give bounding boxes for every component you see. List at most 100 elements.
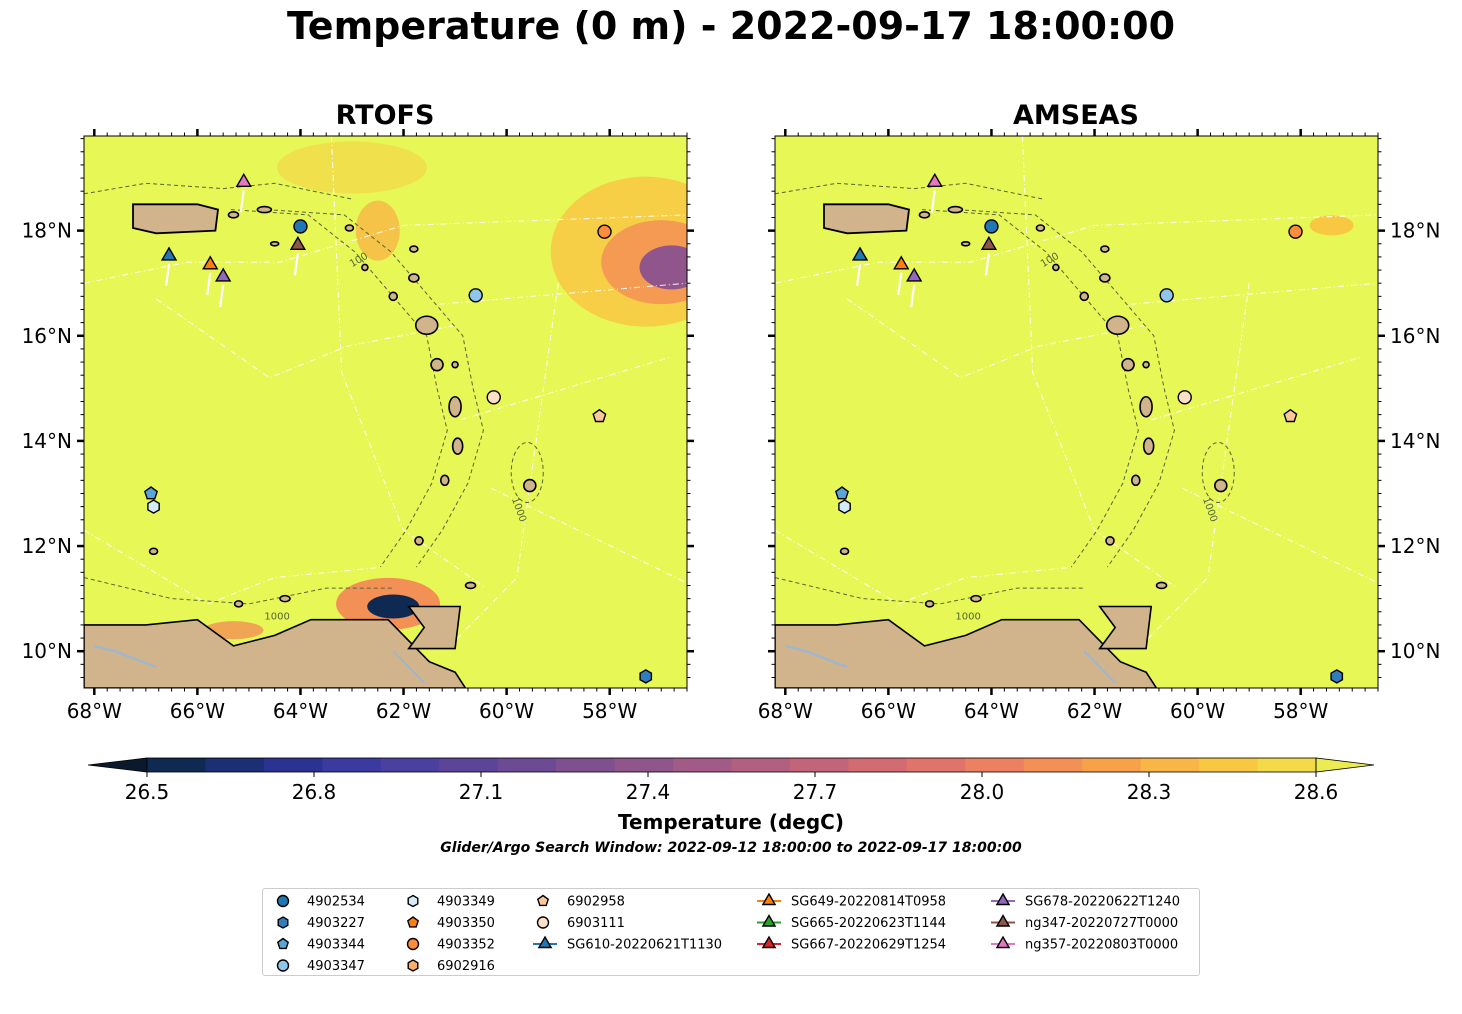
eez-boundary [846, 298, 1147, 379]
island [1099, 273, 1111, 283]
argo-float-6903111 [1177, 390, 1192, 405]
island [1142, 437, 1155, 455]
warm-anomaly-core [639, 245, 687, 290]
land-puerto-rico [132, 203, 219, 235]
island [970, 594, 982, 603]
island [439, 474, 450, 487]
colorbar-tick-label: 27.1 [459, 780, 504, 804]
glider-ng347-20220727T0000 [289, 235, 307, 251]
island [344, 224, 355, 232]
eez-boundary [1181, 487, 1378, 584]
colorbar-tick-label: 26.5 [125, 780, 170, 804]
island [408, 273, 420, 283]
colorbar-segment [205, 758, 265, 772]
island [1105, 535, 1115, 546]
y-tick-label: 12°N [22, 534, 72, 558]
colorbar: 26.5 26.8 27.1 27.4 27.7 28.0 28.3 28.6 [87, 757, 1375, 804]
argo-float-4902534 [984, 219, 999, 234]
x-tick-label: 68°W [67, 699, 122, 723]
legend-marker-4903344 [276, 937, 290, 950]
island [464, 581, 477, 590]
island [1142, 360, 1150, 369]
glider-track-SG649-20220814T0958 [206, 272, 212, 295]
isobath-barbados [1201, 441, 1235, 503]
legend-label: SG649-20220814T0958 [791, 895, 946, 910]
island [1121, 357, 1135, 372]
glider-track-ng347-20220727T0000 [984, 253, 990, 276]
island [918, 211, 931, 219]
isobath-100 [266, 209, 484, 568]
argo-float-6902958 [592, 408, 607, 423]
island [430, 357, 444, 372]
legend-marker-4903227 [277, 916, 289, 929]
legend-label: 4903227 [307, 916, 365, 931]
colorbar-segment [673, 758, 733, 772]
land-trinidad [1098, 605, 1153, 650]
x-tick-label: 64°W [964, 699, 1019, 723]
y-tick-label: 16°N [22, 324, 72, 348]
island [960, 240, 971, 247]
colorbar-extend-high [1315, 757, 1375, 773]
legend-label: SG678-20220622T1240 [1025, 895, 1180, 910]
legend-marker-SG610-20220621T1130 [537, 935, 553, 949]
colorbar-label: Temperature (degC) [618, 810, 844, 834]
legend-label: 4903347 [307, 959, 365, 974]
isobath-north [775, 182, 1044, 200]
legend-entries: 4902534 4903227 4903344 4903347 4903349 49033… [276, 892, 1180, 974]
axes-frame [774, 135, 1379, 689]
contour-label: 1000 [955, 612, 980, 623]
river-delta [392, 650, 425, 684]
eez-boundary [84, 214, 687, 284]
legend-label: 4903352 [437, 938, 495, 953]
land-south-america [775, 618, 1158, 688]
land-puerto-rico [823, 203, 910, 235]
island [1105, 315, 1130, 336]
contour-label: 1000 [264, 612, 289, 623]
legend-marker-4903352 [406, 937, 420, 951]
y-tick-label: 18°N [22, 219, 72, 243]
island [924, 600, 935, 608]
colorbar-segment [965, 758, 1025, 772]
y-tick-label: 16°N [1390, 324, 1440, 348]
colorbar-segment [731, 758, 791, 772]
colorbar-segment [1199, 758, 1259, 772]
argo-float-6903111 [486, 390, 501, 405]
argo-float-4903352 [1288, 224, 1303, 239]
glider-SG610-20220621T1130 [160, 246, 178, 261]
legend-marker-4903350 [406, 916, 420, 928]
y-tick-label: 12°N [1390, 534, 1440, 558]
island [1052, 263, 1060, 272]
island [233, 600, 244, 608]
y-tick-label: 10°N [22, 639, 72, 663]
argo-float-4903347 [1159, 288, 1174, 303]
legend-label: SG610-20220621T1130 [567, 938, 722, 953]
colorbar-segment [380, 758, 440, 772]
glider-track-ng357-20220803T0000 [930, 190, 936, 213]
island [1139, 395, 1153, 418]
x-tick-label: 66°W [170, 699, 225, 723]
glider-ng357-20220803T0000 [926, 172, 943, 188]
eez-boundary [1145, 283, 1250, 642]
colorbar-segment [322, 758, 382, 772]
eez-boundary [454, 283, 559, 642]
colorbar-tick-label: 27.4 [626, 780, 671, 804]
legend-marker-4903349 [407, 894, 419, 908]
legend-label: 4903349 [437, 895, 495, 910]
legend-label: 6902916 [437, 959, 495, 974]
eez-boundary [460, 356, 672, 421]
glider-SG610-20220621T1130 [851, 246, 869, 261]
land-south-america [84, 618, 467, 688]
colorbar-segment [263, 758, 323, 772]
argo-float-6902958 [1283, 408, 1298, 423]
glider-SG678-20220622T1240 [214, 267, 232, 282]
rtofs-panel-title: RTOFS [335, 100, 435, 131]
island [414, 535, 424, 546]
legend-marker-SG667-20220629T1254 [761, 935, 777, 949]
island [1130, 474, 1141, 487]
island [451, 360, 459, 369]
land-trinidad [407, 605, 462, 650]
island [451, 437, 464, 455]
legend-marker-6902958 [536, 894, 550, 907]
legend-label: SG665-20220623T1144 [791, 916, 946, 931]
